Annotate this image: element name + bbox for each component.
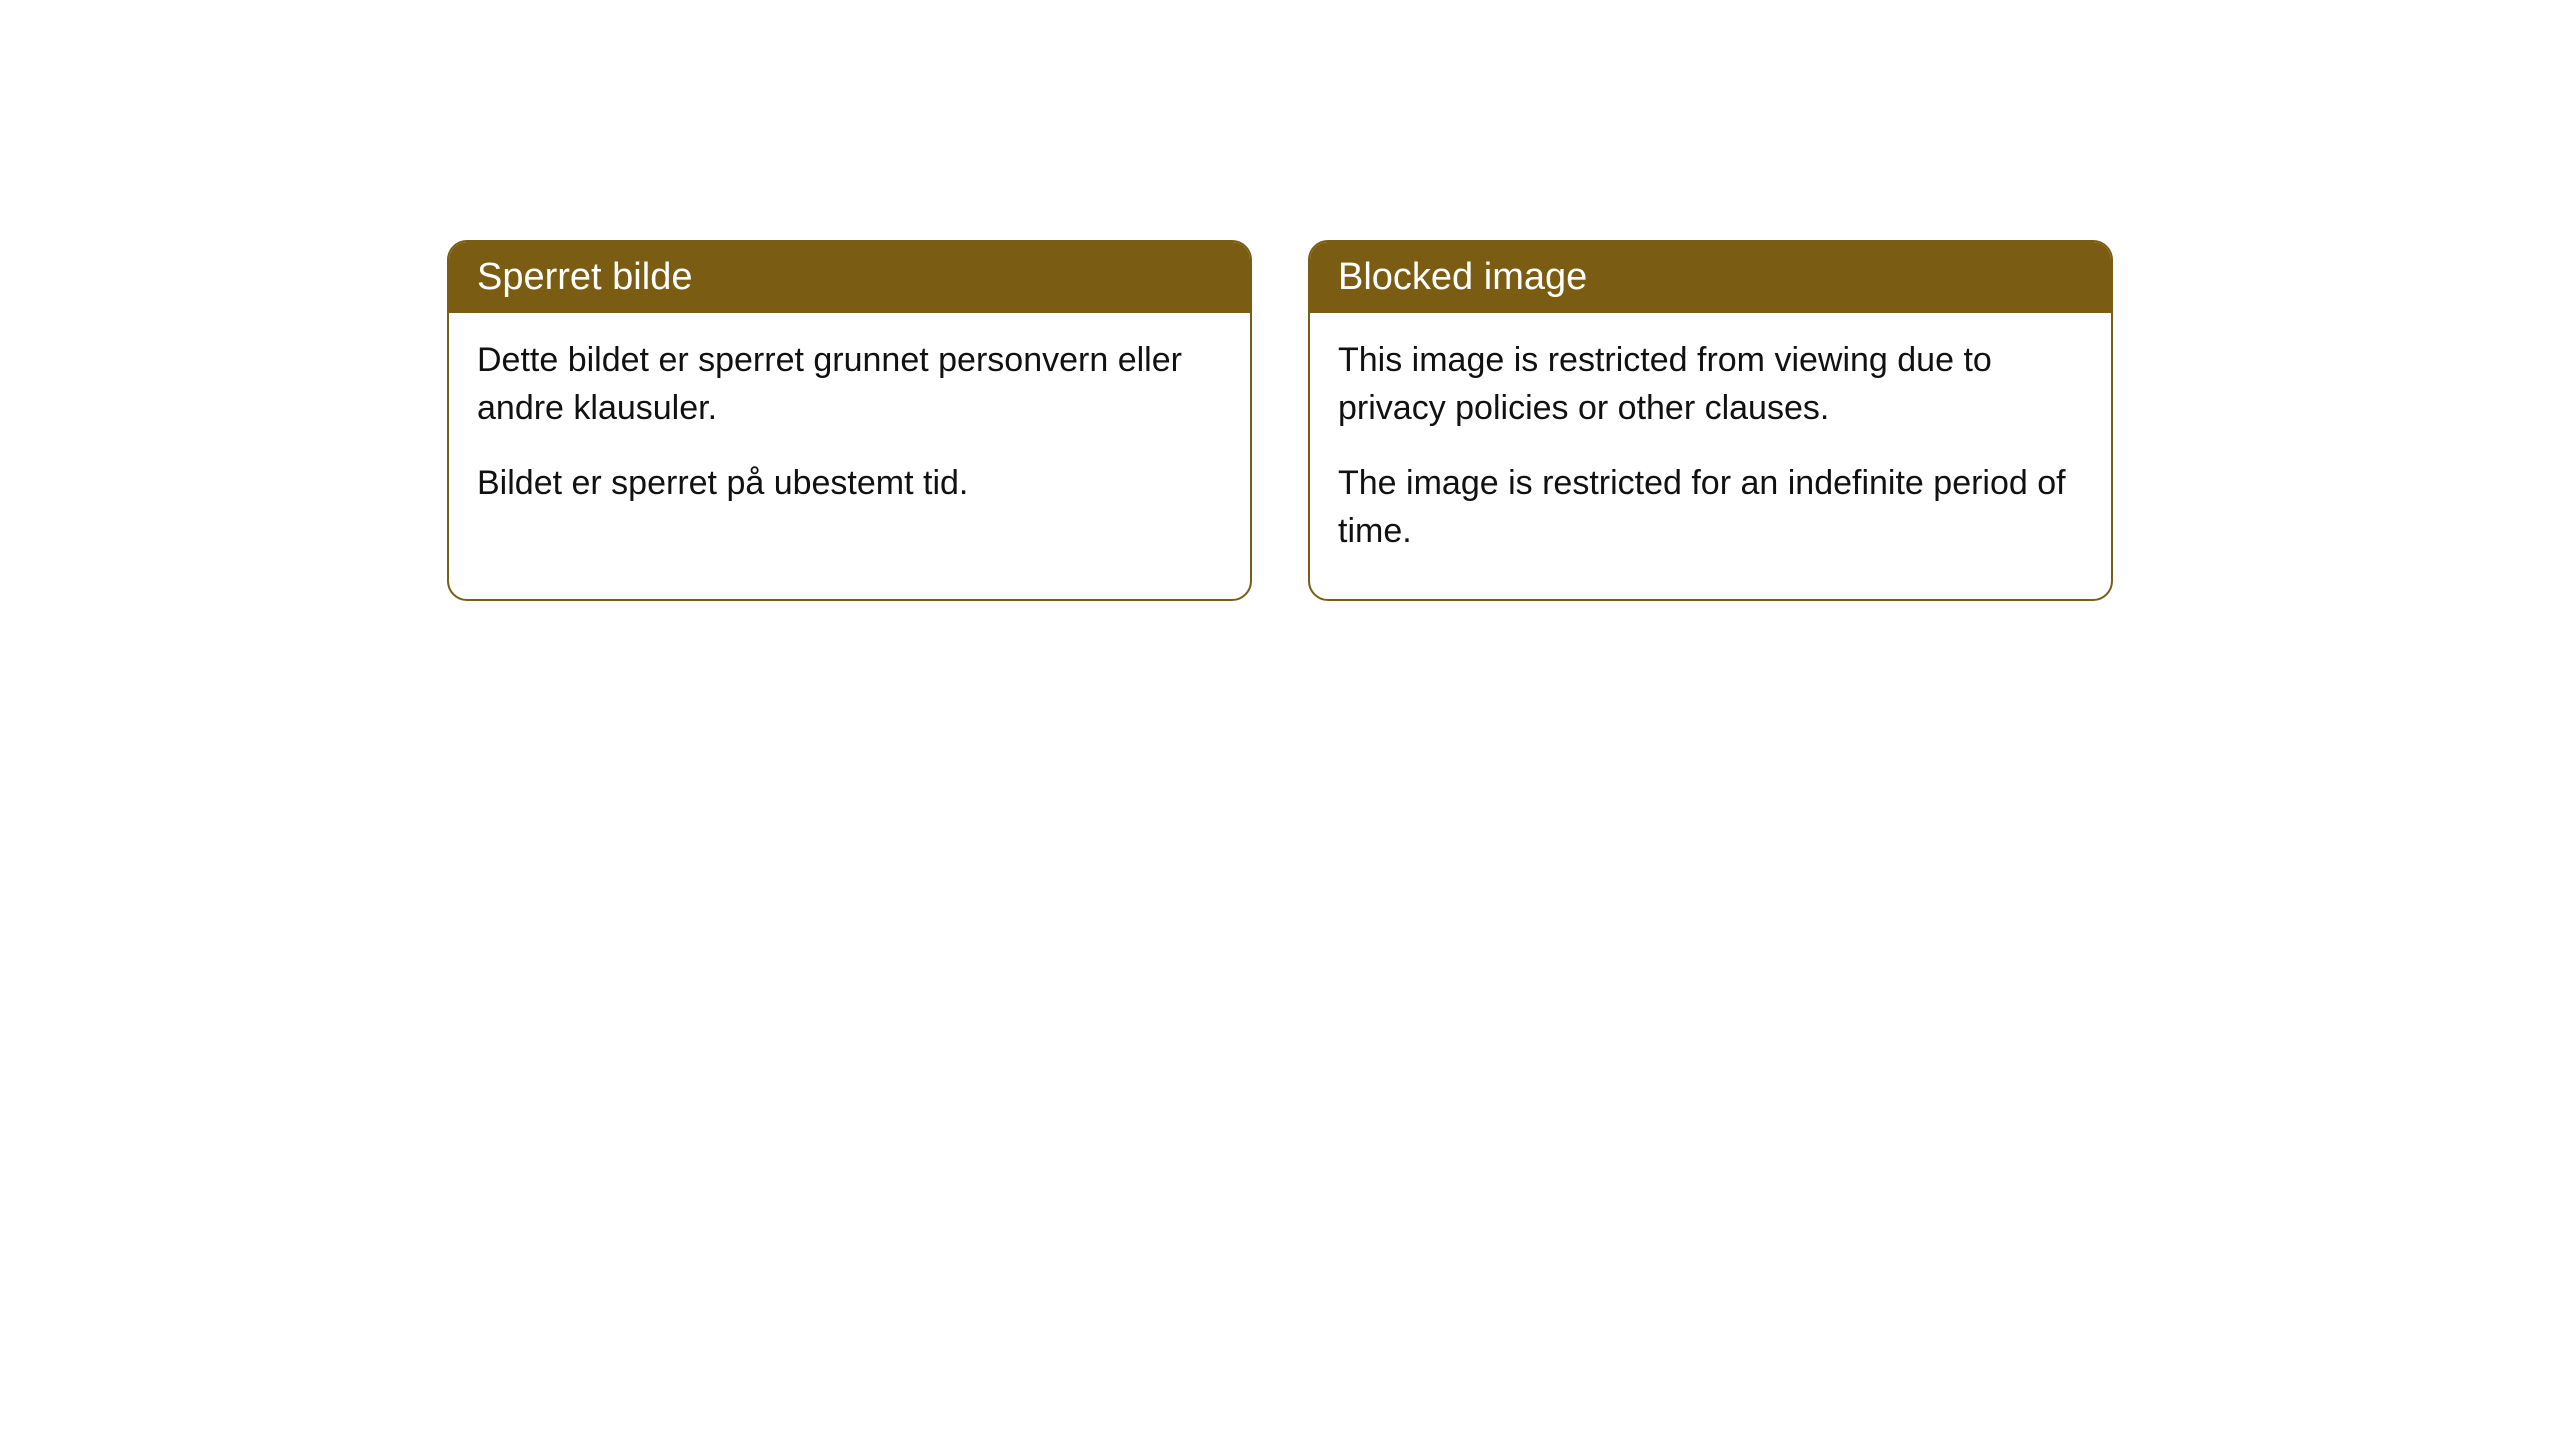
card-text-no-1: Dette bildet er sperret grunnet personve… [477,337,1222,432]
blocked-image-card-en: Blocked image This image is restricted f… [1308,240,2113,601]
blocked-image-card-no: Sperret bilde Dette bildet er sperret gr… [447,240,1252,601]
cards-container: Sperret bilde Dette bildet er sperret gr… [0,240,2560,601]
card-body-en: This image is restricted from viewing du… [1310,313,2111,599]
card-body-no: Dette bildet er sperret grunnet personve… [449,313,1250,552]
card-header-no: Sperret bilde [449,242,1250,313]
card-header-en: Blocked image [1310,242,2111,313]
card-text-en-1: This image is restricted from viewing du… [1338,337,2083,432]
card-text-en-2: The image is restricted for an indefinit… [1338,460,2083,555]
card-text-no-2: Bildet er sperret på ubestemt tid. [477,460,1222,508]
